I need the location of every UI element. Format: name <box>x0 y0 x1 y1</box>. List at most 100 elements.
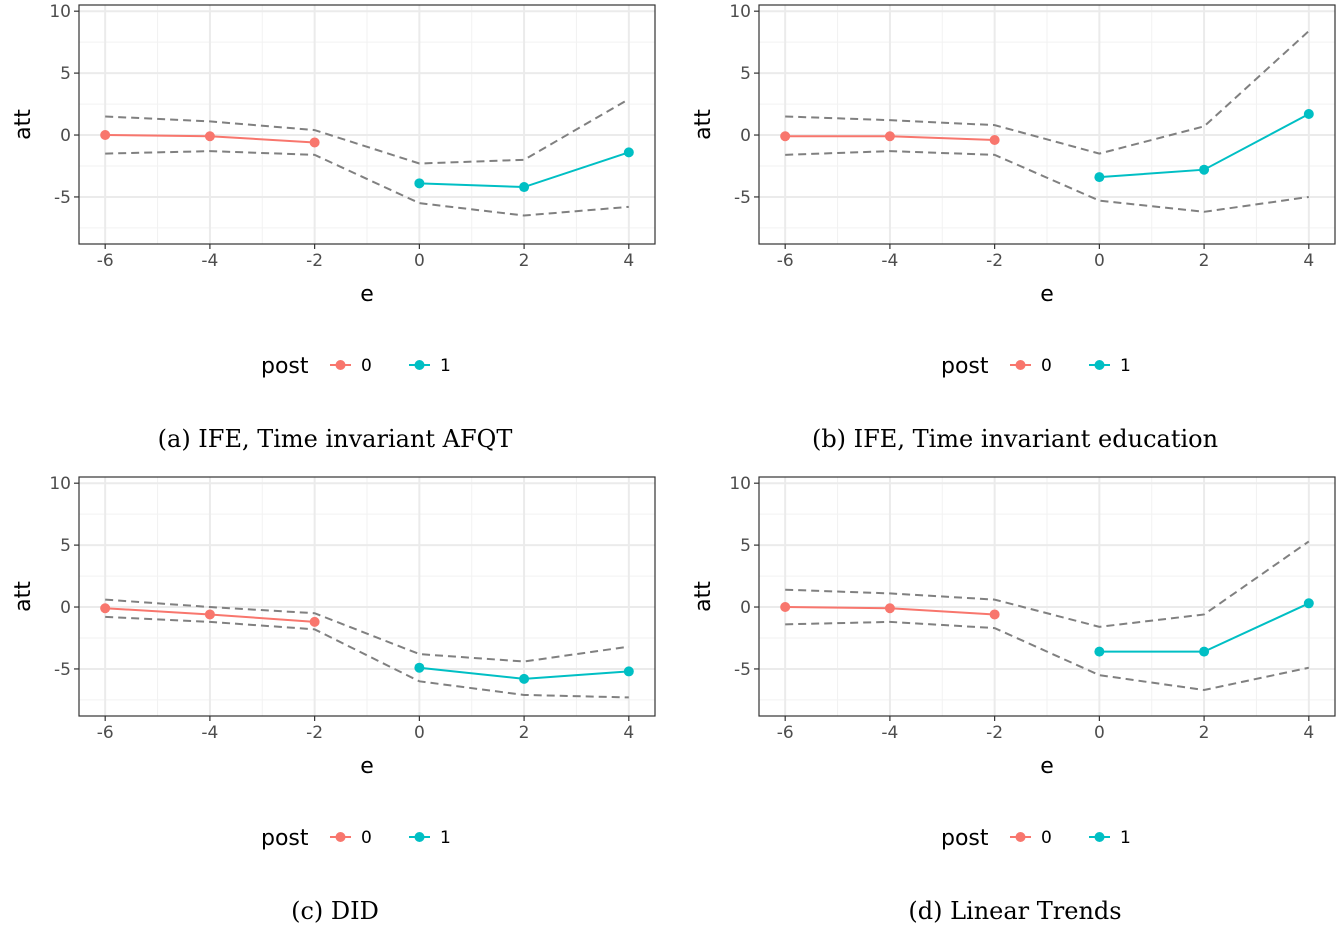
x-tick-label: -6 <box>97 723 114 743</box>
x-tick-label: 4 <box>1303 251 1314 271</box>
plot-border <box>78 4 656 245</box>
legend-label-1: 1 <box>440 828 451 848</box>
x-tick-label: -2 <box>306 251 323 271</box>
data-point-post-0 <box>780 602 791 613</box>
data-point-post-0 <box>309 616 320 627</box>
ci-lower-line <box>785 150 1309 213</box>
y-tick-label: 10 <box>729 2 751 22</box>
plot-border <box>758 4 1336 245</box>
x-tick-label: -6 <box>777 251 794 271</box>
x-axis-title: e <box>360 754 374 779</box>
x-tick-label: 2 <box>1199 723 1210 743</box>
ci-upper-line <box>785 540 1310 628</box>
y-axis-title: att <box>11 581 36 612</box>
data-point-post-1 <box>1094 172 1105 183</box>
data-point-post-1 <box>1199 646 1210 657</box>
legend-key-point-0 <box>1015 360 1026 370</box>
caption-d: (d) Linear Trends <box>908 897 1122 925</box>
y-tick-label: 5 <box>60 536 71 556</box>
plot-border <box>78 476 656 717</box>
data-point-post-0 <box>989 609 1000 620</box>
x-tick-label: -2 <box>986 251 1003 271</box>
ci-upper-line <box>105 98 630 165</box>
chart-svg-c: -6 -4 -2 0 2 4 -5 0 5 10 e att post 0 1 <box>11 474 656 851</box>
legend-label-0: 0 <box>361 828 372 848</box>
y-tick-label: -5 <box>734 660 751 680</box>
x-tick-label: 0 <box>1094 251 1105 271</box>
chart-svg-d: -6 -4 -2 0 2 4 -5 0 5 10 e att post 0 1 <box>691 474 1336 851</box>
data-point-post-0 <box>884 131 895 142</box>
x-tick-label: 2 <box>519 723 530 743</box>
legend-key-point-1 <box>414 360 425 370</box>
legend-label-1: 1 <box>1120 828 1131 848</box>
legend-title: post <box>941 354 989 379</box>
data-point-post-0 <box>884 603 895 614</box>
x-tick-label: -4 <box>201 723 218 743</box>
data-point-post-1 <box>623 666 634 677</box>
caption-a: (a) IFE, Time invariant AFQT <box>157 425 513 453</box>
legend-label-0: 0 <box>1041 356 1052 376</box>
data-point-post-1 <box>519 673 530 684</box>
data-point-post-1 <box>414 662 425 673</box>
legend-title: post <box>261 354 309 379</box>
y-tick-label: 5 <box>740 64 751 84</box>
x-tick-label: 0 <box>1094 723 1105 743</box>
y-tick-label: 5 <box>60 64 71 84</box>
y-tick-label: 10 <box>729 474 751 494</box>
data-point-post-0 <box>100 603 111 614</box>
x-tick-label: -2 <box>986 723 1003 743</box>
y-tick-label: -5 <box>54 660 71 680</box>
legend-label-1: 1 <box>440 356 451 376</box>
y-tick-label: 10 <box>49 2 71 22</box>
y-axis-title: att <box>11 109 36 140</box>
y-tick-label: -5 <box>54 188 71 208</box>
chart-svg-b: -6 -4 -2 0 2 4 -5 0 5 10 e att post 0 1 <box>691 2 1336 379</box>
x-tick-label: 4 <box>623 723 634 743</box>
x-tick-label: -6 <box>777 723 794 743</box>
legend-key-point-0 <box>1015 832 1026 842</box>
ci-upper-line <box>105 598 629 663</box>
chart-panel-d: -6 -4 -2 0 2 4 -5 0 5 10 e att post 0 1 (d) Linear Tre… <box>680 472 1340 938</box>
x-axis-title: e <box>360 282 374 307</box>
plot-border <box>758 476 1336 717</box>
ci-upper-line <box>785 30 1310 155</box>
data-point-post-0 <box>989 134 1000 145</box>
y-axis-title: att <box>691 581 716 612</box>
x-tick-label: 0 <box>414 251 425 271</box>
chart-panel-b: -6 -4 -2 0 2 4 -5 0 5 10 e att post 0 1 (b) IFE, Time … <box>680 0 1340 466</box>
data-point-post-1 <box>414 178 425 189</box>
legend-key-point-1 <box>1094 360 1105 370</box>
x-tick-label: 2 <box>1199 251 1210 271</box>
y-tick-label: 0 <box>740 598 751 618</box>
data-point-post-1 <box>1303 598 1314 609</box>
data-point-post-1 <box>1199 164 1210 175</box>
legend-title: post <box>941 826 989 851</box>
x-tick-label: -4 <box>201 251 218 271</box>
data-point-post-0 <box>309 137 320 148</box>
legend-key-point-0 <box>335 832 346 842</box>
x-tick-label: -4 <box>881 723 898 743</box>
data-point-post-0 <box>100 130 111 141</box>
legend-title: post <box>261 826 309 851</box>
ci-lower-line <box>105 615 629 699</box>
legend-label-1: 1 <box>1120 356 1131 376</box>
legend-key-point-1 <box>1094 832 1105 842</box>
legend-label-0: 0 <box>1041 828 1052 848</box>
x-tick-label: -6 <box>97 251 114 271</box>
y-tick-label: 5 <box>740 536 751 556</box>
x-tick-label: 2 <box>519 251 530 271</box>
data-point-post-0 <box>204 609 215 620</box>
ci-lower-line <box>785 620 1310 692</box>
chart-panel-c: -6 -4 -2 0 2 4 -5 0 5 10 e att post 0 1 (c) DID <box>0 472 670 938</box>
legend-label-0: 0 <box>361 356 372 376</box>
x-axis-title: e <box>1040 282 1054 307</box>
x-tick-label: 0 <box>414 723 425 743</box>
caption-b: (b) IFE, Time invariant education <box>811 425 1219 453</box>
x-tick-label: -4 <box>881 251 898 271</box>
data-point-post-1 <box>623 147 634 158</box>
x-tick-label: 4 <box>623 251 634 271</box>
y-tick-label: 0 <box>60 126 71 146</box>
legend-key-point-0 <box>335 360 346 370</box>
chart-svg-a: -6 -4 -2 0 2 4 -5 0 5 10 e att post 0 1 <box>11 2 656 379</box>
x-tick-label: 4 <box>1303 723 1314 743</box>
